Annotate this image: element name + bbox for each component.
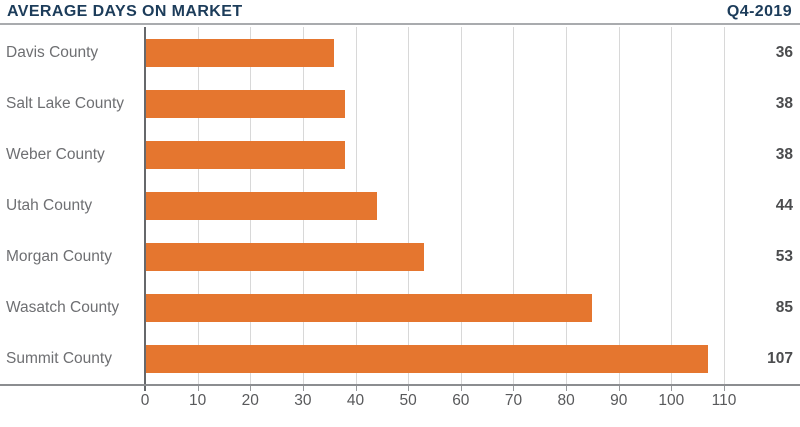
value-label: 38	[775, 94, 793, 112]
y-axis-line	[144, 27, 146, 384]
gridline	[408, 27, 410, 384]
x-tick-label: 80	[557, 392, 575, 409]
category-label: Summit County	[6, 350, 112, 368]
category-label: Morgan County	[6, 248, 112, 266]
bar	[146, 294, 593, 323]
category-label: Wasatch County	[6, 299, 120, 317]
x-axis-tick	[460, 386, 462, 391]
chart-title: AVERAGE DAYS ON MARKET	[7, 2, 243, 20]
gridline	[513, 27, 515, 384]
value-label: 44	[775, 196, 793, 214]
x-tick-label: 50	[399, 392, 417, 409]
gridline	[618, 27, 620, 384]
category-label: Weber County	[6, 145, 105, 163]
gridline	[724, 27, 725, 384]
period-label: Q4-2019	[726, 2, 792, 20]
x-axis-tick	[671, 386, 673, 391]
x-axis-line	[0, 384, 800, 386]
chart-header: AVERAGE DAYS ON MARKET Q4-2019	[0, 0, 800, 25]
value-label: 85	[775, 299, 793, 317]
value-label: 53	[775, 248, 793, 266]
x-axis-tick	[197, 386, 199, 391]
x-tick-label: 100	[658, 392, 685, 409]
x-axis-tick	[144, 386, 146, 391]
x-axis-tick	[408, 386, 410, 391]
category-label: Utah County	[6, 196, 93, 214]
x-axis-tick	[302, 386, 304, 391]
x-axis-tick	[724, 386, 725, 391]
x-tick-label: 20	[241, 392, 259, 409]
bar	[146, 192, 377, 220]
x-axis-tick	[618, 386, 620, 391]
x-tick-label: 10	[189, 392, 207, 409]
x-tick-label: 70	[504, 392, 523, 409]
category-label: Salt Lake County	[6, 94, 125, 112]
category-label: Davis County	[6, 43, 99, 61]
bar	[146, 345, 709, 374]
x-tick-label: 90	[610, 392, 628, 409]
x-axis-tick	[566, 386, 568, 391]
x-tick-label: 110	[711, 392, 737, 409]
value-label: 38	[775, 145, 793, 163]
bar	[146, 89, 346, 118]
x-axis-tick	[250, 386, 252, 391]
x-axis-tick	[355, 386, 357, 391]
gridline	[566, 27, 568, 384]
bar	[146, 38, 335, 67]
gridline	[671, 27, 673, 384]
bar	[146, 140, 346, 169]
value-label: 107	[767, 350, 793, 368]
x-tick-label: 0	[140, 392, 150, 409]
bar	[146, 243, 424, 272]
x-axis-tick	[513, 386, 515, 391]
x-tick-label: 60	[452, 392, 470, 409]
x-tick-label: 40	[346, 392, 365, 409]
x-tick-label: 30	[294, 392, 312, 409]
value-label: 36	[775, 43, 793, 61]
gridline	[460, 27, 462, 384]
